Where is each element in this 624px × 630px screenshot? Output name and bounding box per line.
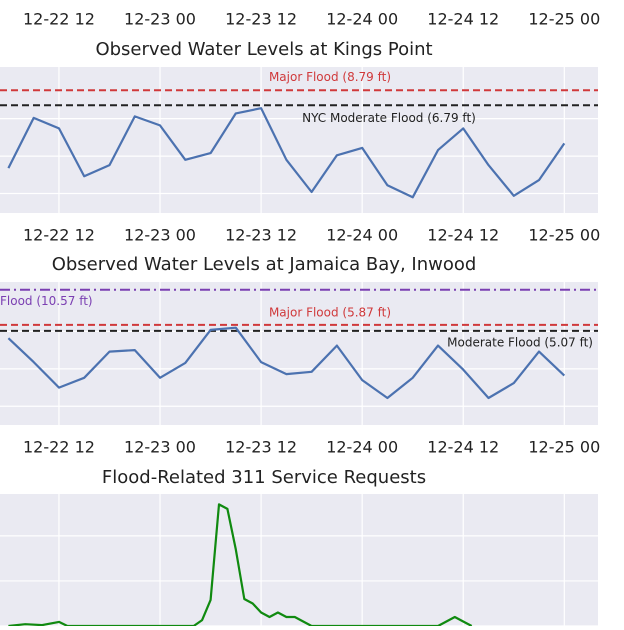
- threshold-label: Major Flood (8.79 ft): [269, 70, 391, 84]
- threshold-label: Major Flood (5.87 ft): [269, 305, 391, 319]
- chart-title: Observed Water Levels at Kings Point: [95, 39, 432, 60]
- plot-area: [0, 494, 598, 626]
- x-tick-label: 12-25 00: [528, 10, 600, 29]
- x-tick-label: 12-24 00: [326, 438, 398, 457]
- x-tick-label: 12-23 12: [225, 10, 297, 29]
- x-tick-label: 12-23 12: [225, 226, 297, 245]
- x-tick-label: 12-24 12: [427, 438, 499, 457]
- plot-area: [0, 67, 598, 213]
- threshold-label: NYC Moderate Flood (6.79 ft): [302, 111, 476, 125]
- plot-layer: [0, 67, 598, 213]
- plot-area: [0, 282, 598, 425]
- x-tick-label: 12-24 00: [326, 10, 398, 29]
- x-tick-label: 12-22 12: [23, 226, 95, 245]
- data-line: [8, 503, 473, 626]
- chart-title: Observed Water Levels at Jamaica Bay, In…: [52, 254, 477, 275]
- x-tick-label: 12-22 12: [23, 438, 95, 457]
- x-tick-label: 12-23 00: [124, 438, 196, 457]
- data-line: [7, 326, 566, 400]
- x-tick-label: 12-25 00: [528, 226, 600, 245]
- data-line: [7, 107, 566, 199]
- x-tick-label: 12-24 00: [326, 226, 398, 245]
- x-tick-label: 12-22 12: [23, 10, 95, 29]
- x-tick-label: 12-23 00: [124, 226, 196, 245]
- x-tick-label: 12-23 00: [124, 10, 196, 29]
- threshold-label: Flood (10.57 ft): [0, 294, 93, 308]
- x-tick-label: 12-24 12: [427, 10, 499, 29]
- x-tick-label: 12-24 12: [427, 226, 499, 245]
- x-tick-label: 12-25 00: [528, 438, 600, 457]
- x-tick-label: 12-23 12: [225, 438, 297, 457]
- threshold-label: Moderate Flood (5.07 ft): [447, 335, 593, 349]
- plot-layer: [0, 494, 598, 626]
- chart-title: Flood-Related 311 Service Requests: [102, 467, 426, 488]
- plot-layer: [0, 282, 598, 425]
